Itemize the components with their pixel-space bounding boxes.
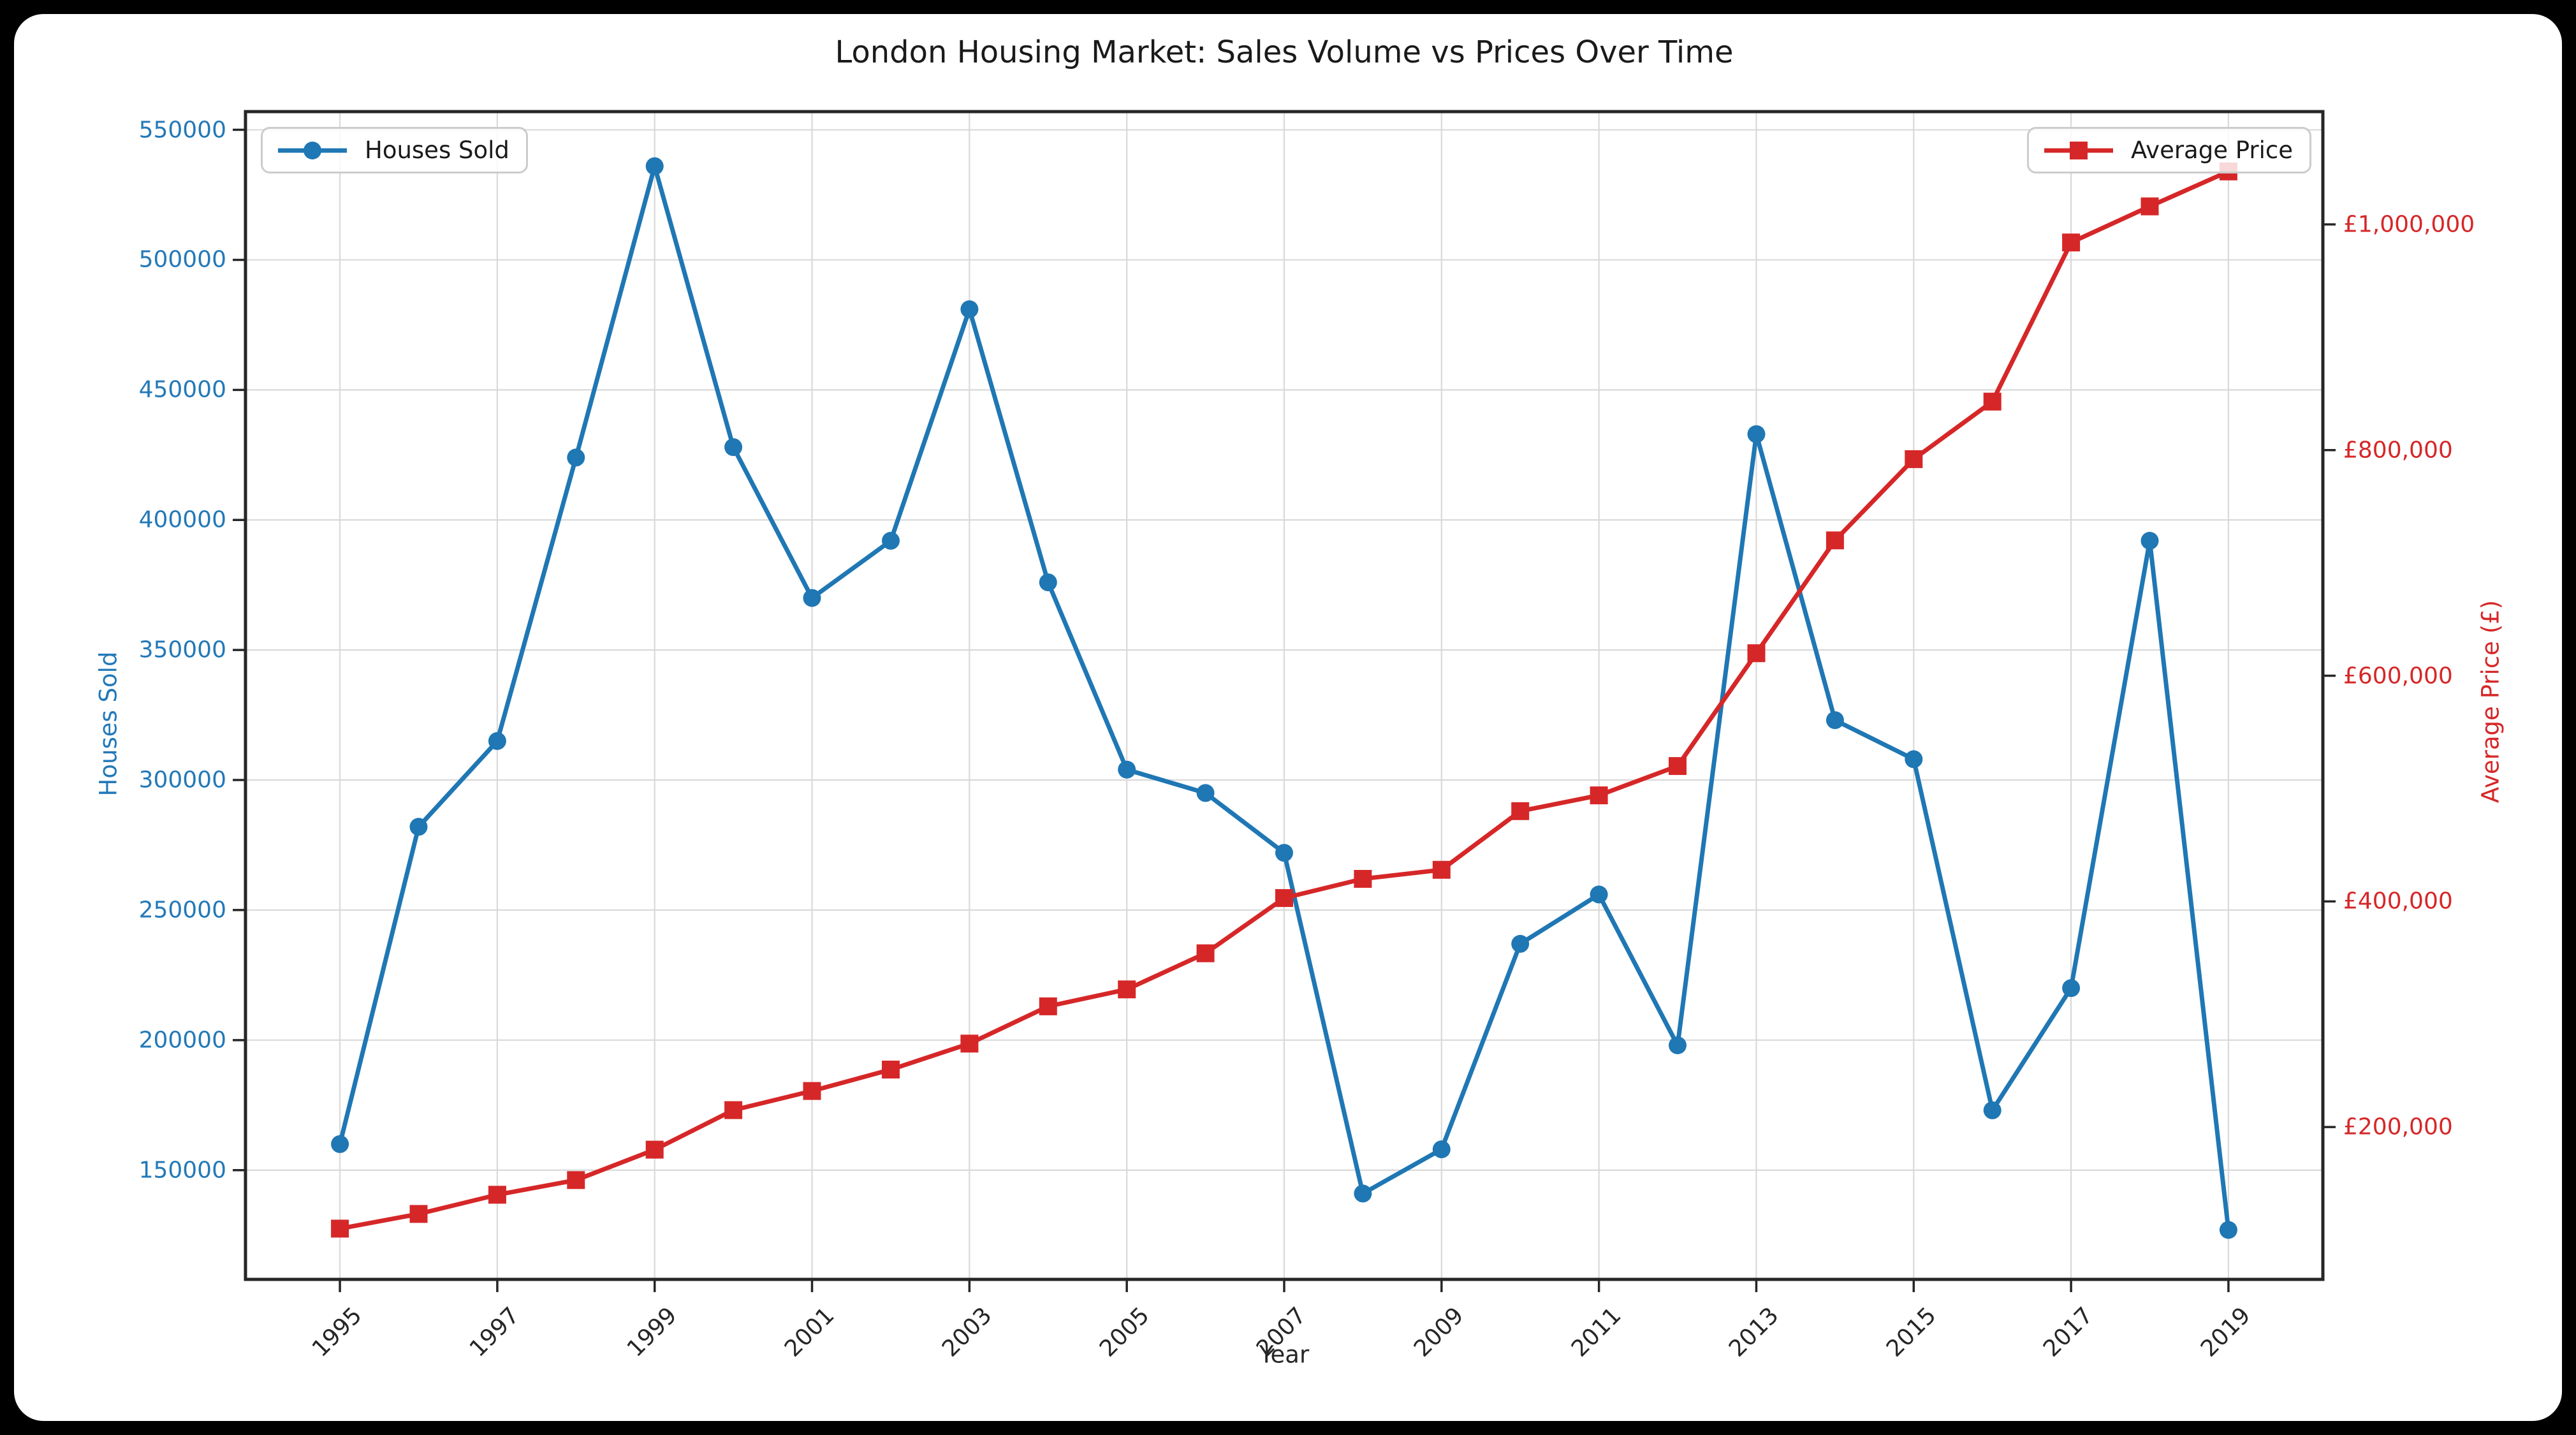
y-left-tick-label: 500000: [138, 246, 226, 273]
average-price-marker: [645, 1140, 664, 1159]
houses-sold-marker: [882, 531, 900, 550]
average-price-marker: [2141, 197, 2159, 216]
legend-average-price-marker-icon: [2044, 141, 2114, 159]
y-right-tick-label: £200,000: [2343, 1114, 2453, 1140]
legend-average-price: Average Price: [2027, 127, 2311, 173]
houses-sold-marker: [1354, 1184, 1372, 1203]
y-left-axis-label: Houses Sold: [94, 651, 122, 797]
houses-sold-marker: [1432, 1140, 1451, 1159]
average-price-marker: [960, 1034, 979, 1053]
average-price-marker: [1590, 786, 1608, 805]
houses-sold-marker: [1669, 1036, 1687, 1054]
y-right-tick-label: £1,000,000: [2343, 211, 2475, 238]
houses-sold-marker: [1983, 1101, 2002, 1119]
houses-sold-marker: [1511, 934, 1530, 953]
average-price-marker: [1905, 450, 1923, 468]
legend-houses-sold-label: Houses Sold: [365, 136, 509, 164]
houses-sold-marker: [960, 300, 979, 318]
average-price-marker: [567, 1171, 585, 1189]
houses-sold-marker: [1196, 784, 1215, 802]
average-price-marker: [724, 1101, 743, 1119]
houses-sold-marker: [1039, 573, 1057, 592]
houses-sold-marker: [2062, 979, 2081, 997]
average-price-marker: [1039, 997, 1057, 1015]
y-right-tick-label: £400,000: [2343, 888, 2453, 915]
y-left-tick-label: 150000: [138, 1157, 226, 1184]
average-price-marker: [488, 1186, 506, 1204]
houses-sold-marker: [409, 818, 428, 836]
chart-title: London Housing Market: Sales Volume vs P…: [835, 34, 1734, 70]
y-right-tick-label: £800,000: [2343, 437, 2453, 464]
y-left-tick-label: 400000: [138, 506, 226, 533]
average-price-marker: [1511, 802, 1530, 820]
houses-sold-marker: [331, 1135, 349, 1153]
houses-sold-marker: [1747, 425, 1766, 443]
average-price-marker: [1275, 889, 1293, 908]
houses-sold-marker: [1118, 760, 1136, 779]
average-price-marker: [331, 1219, 349, 1238]
average-price-marker: [1826, 531, 1844, 550]
average-price-marker: [1983, 392, 2002, 411]
legend-houses-sold: Houses Sold: [261, 127, 528, 173]
x-axis-label: Year: [1259, 1341, 1310, 1369]
legend-average-price-label: Average Price: [2131, 136, 2293, 164]
houses-sold-marker: [803, 589, 821, 607]
average-price-marker: [1354, 870, 1372, 888]
houses-sold-marker: [488, 732, 506, 750]
y-left-tick-label: 250000: [138, 897, 226, 924]
average-price-marker: [1432, 860, 1451, 879]
average-price-marker: [409, 1205, 428, 1223]
y-right-axis-label: Average Price (£): [2477, 600, 2505, 804]
y-right-tick-label: £600,000: [2343, 663, 2453, 689]
houses-sold-marker: [1590, 885, 1608, 904]
y-left-tick-label: 200000: [138, 1027, 226, 1054]
houses-sold-marker: [645, 157, 664, 175]
y-left-tick-label: 350000: [138, 637, 226, 663]
houses-sold-marker: [567, 448, 585, 467]
average-price-marker: [1669, 757, 1687, 776]
plot-border: [244, 110, 2325, 1281]
houses-sold-marker: [724, 438, 743, 457]
houses-sold-marker: [2219, 1221, 2237, 1239]
y-left-tick-label: 300000: [138, 767, 226, 793]
y-left-tick-label: 550000: [138, 117, 226, 144]
average-price-marker: [803, 1082, 821, 1100]
y-left-tick-label: 450000: [138, 376, 226, 403]
average-price-marker: [1118, 980, 1136, 999]
average-price-marker: [1747, 644, 1766, 663]
average-price-marker: [2062, 233, 2081, 252]
houses-sold-marker: [1826, 711, 1844, 730]
average-price-marker: [882, 1061, 900, 1078]
figure-background: [14, 14, 2562, 1421]
houses-sold-marker: [1275, 844, 1293, 862]
average-price-marker: [1196, 944, 1215, 962]
houses-sold-marker: [2141, 531, 2159, 550]
houses-sold-marker: [1905, 750, 1923, 769]
legend-houses-sold-marker-icon: [278, 141, 347, 159]
